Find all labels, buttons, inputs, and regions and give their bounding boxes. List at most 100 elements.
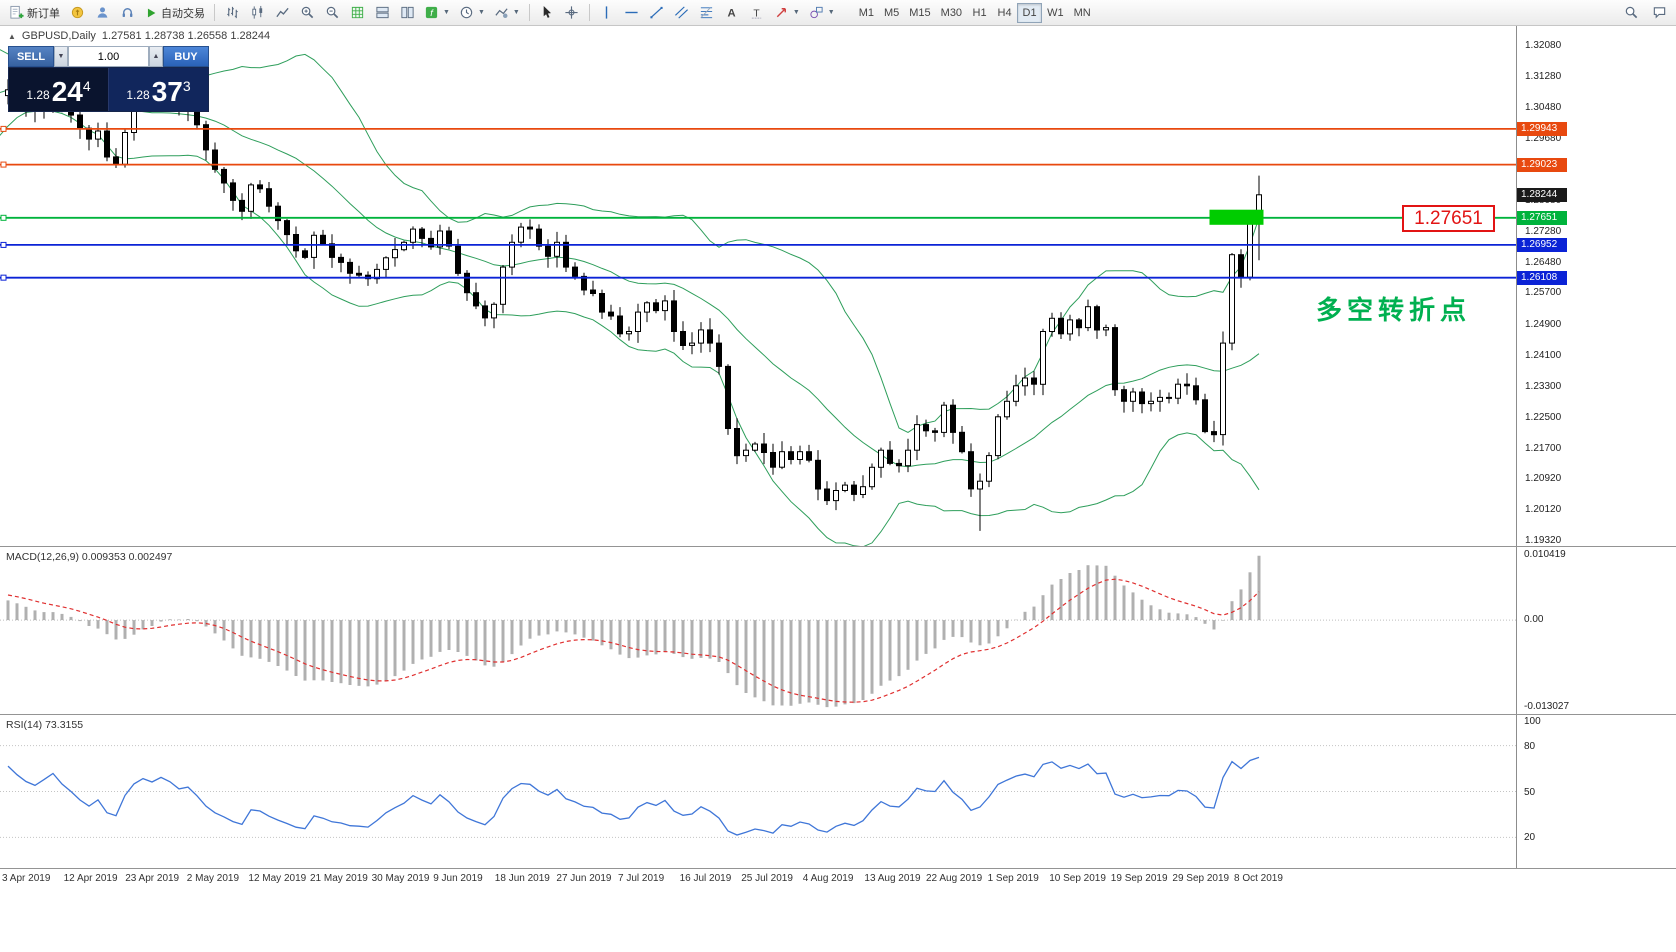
- price-callout-label[interactable]: 1.27651: [1402, 205, 1495, 232]
- templates-button[interactable]: ▼: [490, 2, 524, 24]
- pane-separator[interactable]: [0, 714, 1676, 715]
- volume-input[interactable]: 1.00: [68, 46, 149, 67]
- arrow-icon: [776, 8, 786, 18]
- svg-text:A: A: [728, 8, 736, 20]
- timeframe-button-mn[interactable]: MN: [1073, 6, 1091, 19]
- tile-windows-button[interactable]: [370, 2, 394, 24]
- date-label: 3 Apr 2019: [2, 873, 51, 884]
- timeframe-button-m15[interactable]: M15: [909, 6, 931, 19]
- vertical-line-tool-button[interactable]: [595, 2, 619, 24]
- periods-button[interactable]: ▼: [455, 2, 489, 24]
- collapse-panel-icon[interactable]: ▲: [8, 31, 16, 41]
- cursor-button[interactable]: [535, 2, 559, 24]
- price-line-badge: 1.26108: [1517, 270, 1567, 285]
- pane-separator[interactable]: [0, 868, 1676, 869]
- crosshair-icon: [565, 6, 578, 19]
- indicators-button[interactable]: f ▼: [420, 2, 454, 24]
- rsi-axis[interactable]: 100 80 50 20: [1516, 715, 1676, 868]
- toolbar-separator: [528, 4, 530, 21]
- date-label: 25 Jul 2019: [741, 873, 793, 884]
- crosshair-button[interactable]: [560, 2, 584, 24]
- shapes-tool-button[interactable]: ▼: [805, 2, 839, 24]
- pane-separator[interactable]: [0, 546, 1676, 547]
- zoom-out-button[interactable]: [320, 2, 344, 24]
- toolbar-separator: [214, 4, 215, 21]
- macd-axis[interactable]: 0.010419 0.00 -0.013027: [1516, 547, 1676, 714]
- pivot-annotation-text[interactable]: 多空转折点: [1316, 295, 1472, 325]
- profile-button[interactable]: [90, 2, 114, 24]
- candlestick-chart-icon: [251, 5, 262, 19]
- new-order-button[interactable]: 新订单: [5, 2, 64, 24]
- deposit-button[interactable]: [65, 2, 89, 24]
- channel-tool-button[interactable]: [670, 2, 694, 24]
- cascade-windows-button[interactable]: [395, 2, 419, 24]
- chat-button[interactable]: [1647, 2, 1671, 24]
- zoom-out-icon: [326, 6, 338, 19]
- rsi-axis-label: 80: [1524, 740, 1536, 752]
- cascade-windows-icon: [400, 6, 414, 19]
- timeframe-button-m1[interactable]: M1: [858, 6, 874, 19]
- macd-pane-chart[interactable]: [0, 547, 1516, 714]
- one-click-trading-panel: SELL ▼ 1.00 ▲ BUY 1.28 24 4 1.28 37 3: [8, 46, 209, 112]
- tile-windows-icon: [375, 6, 389, 19]
- highlight-rectangle[interactable]: [1209, 209, 1264, 225]
- timeframe-group: M1 M5 M15 M30 H1 H4 D1 W1 MN: [854, 2, 1096, 23]
- grid-button[interactable]: [345, 2, 369, 24]
- price-line-badge: 1.29023: [1517, 157, 1567, 172]
- volume-decrease-button[interactable]: ▼: [54, 46, 68, 67]
- arrows-tool-button[interactable]: ▼: [770, 2, 804, 24]
- label-icon: T: [752, 8, 762, 19]
- axis-tick-label: 1.31280: [1525, 71, 1562, 83]
- trendline-tool-button[interactable]: [645, 2, 669, 24]
- search-button[interactable]: [1619, 2, 1643, 24]
- support-button[interactable]: [115, 2, 139, 24]
- symbol-title: GBPUSD,Daily: [21, 30, 96, 42]
- clock-icon: [460, 6, 473, 19]
- price-line-badge: 1.27651: [1517, 210, 1567, 225]
- toolbar: 新订单 自动交易 f ▼ ▼ ▼: [0, 0, 1676, 26]
- fibonacci-tool-button[interactable]: [695, 2, 719, 24]
- bar-chart-button[interactable]: [220, 2, 244, 24]
- volume-increase-button[interactable]: ▲: [149, 46, 163, 67]
- timeframe-button-h1[interactable]: H1: [972, 6, 987, 19]
- rsi-pane-chart[interactable]: [0, 715, 1516, 868]
- buy-button[interactable]: BUY: [163, 46, 209, 67]
- sell-price-big: 24: [51, 76, 83, 107]
- date-label: 10 Sep 2019: [1049, 873, 1106, 884]
- timeframe-button-w1[interactable]: W1: [1047, 6, 1064, 19]
- sell-price-sup: 4: [82, 78, 91, 94]
- price-chart[interactable]: [0, 26, 1516, 546]
- autotrading-button[interactable]: 自动交易: [140, 2, 209, 24]
- time-axis[interactable]: 3 Apr 2019 12 Apr 2019 23 Apr 2019 2 May 20…: [0, 869, 1676, 893]
- date-label: 18 Jun 2019: [494, 873, 550, 884]
- timeframe-button-m5[interactable]: M5: [883, 6, 900, 19]
- timeframe-button-m30[interactable]: M30: [940, 6, 963, 19]
- zoom-in-button[interactable]: [295, 2, 319, 24]
- zoom-in-icon: [301, 6, 313, 19]
- macd-axis-label: 0.010419: [1524, 549, 1566, 560]
- chevron-down-icon: ▼: [792, 9, 800, 16]
- label-tool-button[interactable]: T: [745, 2, 769, 24]
- axis-tick-label: 1.23300: [1525, 380, 1562, 392]
- sell-price-display[interactable]: 1.28 24 4: [9, 68, 109, 111]
- timeframe-button-h4[interactable]: H4: [997, 6, 1012, 19]
- axis-tick-label: 1.29680: [1525, 133, 1562, 145]
- svg-text:f: f: [430, 8, 434, 18]
- sell-button[interactable]: SELL: [8, 46, 54, 67]
- date-label: 22 Aug 2019: [926, 873, 983, 884]
- line-chart-button[interactable]: [270, 2, 294, 24]
- axis-tick-label: 1.22500: [1525, 411, 1562, 423]
- axis-tick-label: 1.30480: [1525, 102, 1562, 114]
- template-icon: [495, 8, 508, 19]
- axis-tick-label: 1.32080: [1525, 40, 1562, 51]
- candlestick-chart-button[interactable]: [245, 2, 269, 24]
- timeframe-button-d1[interactable]: D1: [1017, 2, 1043, 23]
- date-label: 8 Oct 2019: [1234, 873, 1283, 884]
- rsi-axis-label: 50: [1524, 786, 1536, 798]
- axis-tick-label: 1.20920: [1525, 472, 1562, 484]
- buy-price-display[interactable]: 1.28 37 3: [109, 68, 208, 111]
- horizontal-line-tool-button[interactable]: [620, 2, 644, 24]
- axis-tick-label: 1.27280: [1525, 226, 1562, 238]
- text-tool-button[interactable]: A: [720, 2, 744, 24]
- date-label: 21 May 2019: [310, 873, 368, 884]
